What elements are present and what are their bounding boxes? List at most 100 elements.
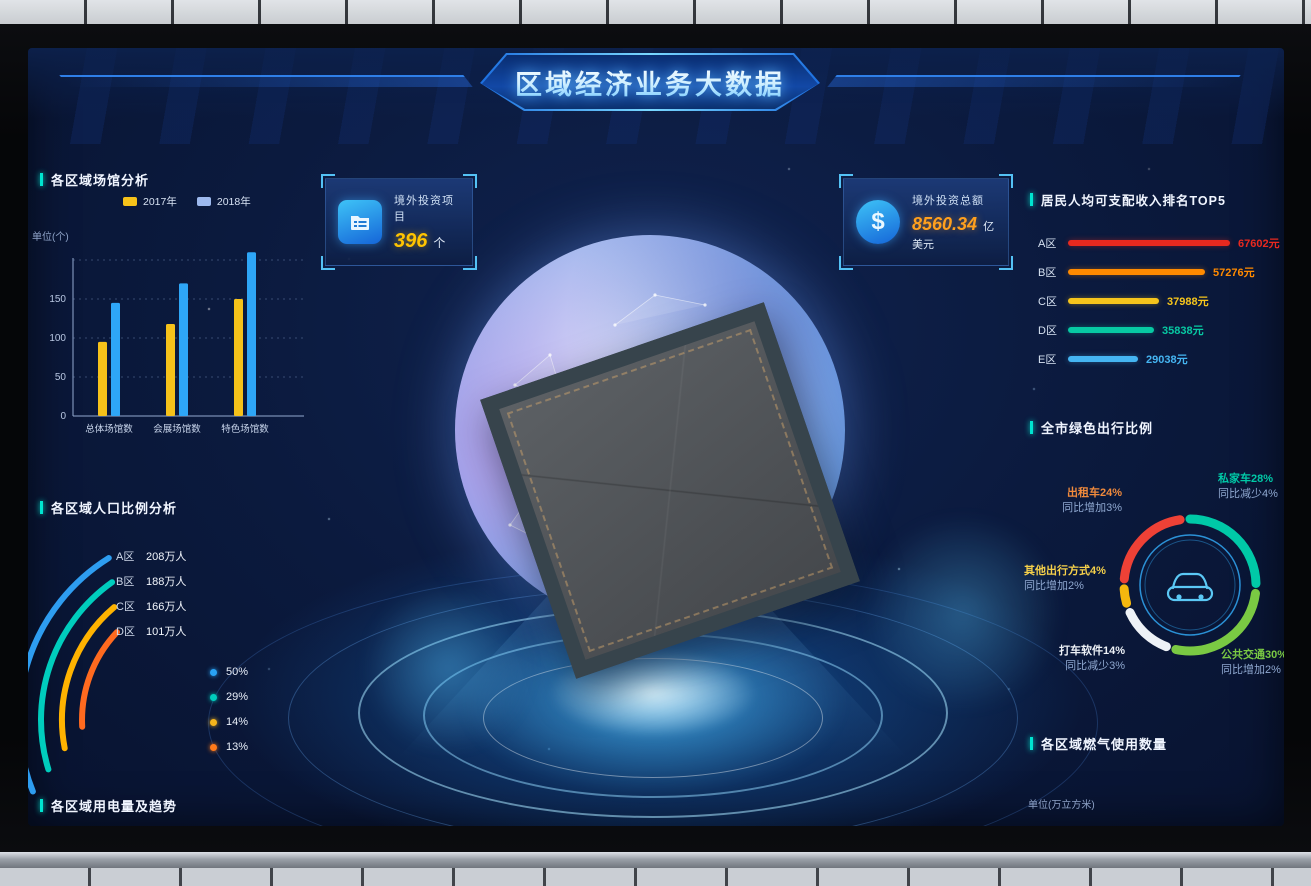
wall-tiles-top (0, 0, 1311, 24)
population-value: 188万人 (146, 576, 187, 588)
title-tick (1030, 421, 1033, 434)
badge-unit: 个 (433, 235, 446, 250)
income-bar (1068, 268, 1205, 275)
population-row: D区 101万人 (116, 623, 186, 648)
shelf-ledge (0, 852, 1311, 868)
population-legend-item: 29% (210, 691, 248, 703)
income-value: 29038元 (1146, 353, 1188, 366)
bar-2018年 (247, 252, 256, 416)
section-title-green-travel: 全市绿色出行比例 (1030, 418, 1153, 437)
population-row: A区 208万人 (116, 548, 186, 573)
section-title-venues: 各区域场馆分析 (40, 170, 149, 189)
donut-slice-打车软件 (1119, 514, 1261, 656)
title-tick (1030, 737, 1033, 750)
y-tick-label: 100 (49, 333, 66, 344)
legend-percent: 50% (226, 666, 249, 678)
population-legend: 50% 29% 14% 13% (210, 666, 248, 766)
title-tick (40, 173, 43, 186)
title-tick (40, 501, 43, 514)
green-label-taxi: 出租车24% 同比增加3% (1062, 487, 1122, 514)
stat-card-overseas-projects: 境外投资项目 396 个 (321, 174, 477, 270)
population-area-label: D区 (116, 626, 135, 638)
donut-slice-其他出行方式 (1119, 514, 1261, 656)
header-wing-left (59, 75, 473, 87)
section-title-power: 各区域用电量及趋势 (40, 796, 177, 815)
legend-swatch (196, 197, 211, 206)
badge-value: 8560.34 (912, 213, 978, 234)
income-area-label: C区 (1038, 295, 1057, 308)
population-legend-item: 14% (210, 716, 248, 728)
population-arc-D区 (79, 629, 120, 730)
dashboard-screen: 区域经济业务大数据 各区域场馆分析 2017年 2018年 单位(个) 0 50 1… (28, 48, 1284, 826)
donut-inner-ring (1144, 539, 1236, 631)
income-area-label: A区 (1038, 237, 1057, 250)
population-rows: A区 208万人 B区 188万人 C区 166万人 D区 101万人 (116, 548, 186, 648)
bracket-corner (839, 174, 853, 188)
legend-item-2018: 2018年 (196, 194, 251, 209)
legend-swatch (123, 197, 137, 206)
section-title-gas: 各区域燃气使用数量 (1030, 734, 1167, 753)
population-row: B区 188万人 (116, 573, 186, 598)
income-bar (1068, 297, 1159, 304)
population-row: C区 166万人 (116, 598, 186, 623)
bar-2017年 (98, 341, 107, 416)
legend-dot (210, 743, 217, 751)
category-label: 特色场馆数 (221, 423, 269, 435)
population-value: 208万人 (146, 551, 187, 563)
title-plate-inner: 区域经济业务大数据 (482, 55, 818, 109)
bracket-corner (463, 174, 477, 188)
donut-slice-公共交通 (1119, 514, 1261, 656)
population-value: 101万人 (146, 626, 187, 638)
population-value: 166万人 (146, 601, 187, 613)
income-area-label: D区 (1038, 324, 1057, 337)
population-area-label: B区 (116, 576, 135, 588)
platform-ring (483, 658, 823, 778)
bracket-corner (999, 174, 1013, 188)
income-row: B区 57276元 (1038, 257, 1284, 286)
bar-2018年 (179, 283, 188, 416)
bracket-corner (463, 256, 477, 270)
legend-dot (210, 668, 217, 676)
income-bar (1068, 326, 1154, 333)
badge-label: 境外投资项目 (394, 194, 454, 223)
legend-dot (210, 718, 217, 726)
gas-unit-label: 单位(万立方米) (1028, 800, 1095, 811)
income-bar-list: A区 67602元 B区 57276元 C区 37988元 D区 35838元 E区 29038元 (1038, 228, 1284, 373)
light-flare (858, 518, 1068, 708)
income-bar (1068, 355, 1138, 362)
donut-slice-私家车 (1119, 514, 1261, 656)
bracket-corner (999, 256, 1013, 270)
dollar-icon: $ (856, 200, 900, 244)
population-arc-B区 (38, 579, 116, 773)
income-bar (1068, 239, 1230, 246)
category-label: 会展场馆数 (153, 423, 201, 435)
green-label-ride-hailing: 打车软件14% 同比减少3% (1058, 645, 1125, 672)
green-travel-donut-chart (1119, 514, 1261, 656)
title-tick (40, 799, 43, 812)
legend-percent: 14% (226, 716, 249, 728)
wall-tiles-bottom (0, 868, 1311, 886)
population-arc-chart (28, 555, 120, 795)
car-icon (1160, 562, 1220, 608)
header-wing-right (827, 75, 1241, 87)
bar-2017年 (234, 299, 243, 416)
legend-dot (210, 693, 217, 701)
legend-percent: 29% (226, 691, 249, 703)
income-row: A区 67602元 (1038, 228, 1284, 257)
y-tick-label: 50 (55, 372, 67, 383)
income-value: 57276元 (1213, 266, 1255, 279)
badge-value: 396 (394, 229, 428, 252)
income-row: C区 37988元 (1038, 286, 1284, 315)
green-label-public-transit: 公共交通30% 同比增加2% (1221, 649, 1284, 676)
y-tick-label: 150 (49, 294, 66, 305)
badge-label: 境外投资总额 (912, 194, 984, 207)
badge-unit: 亿美元 (912, 220, 995, 251)
bracket-corner (321, 174, 335, 188)
section-title-population: 各区域人口比例分析 (40, 498, 177, 517)
income-row: D区 35838元 (1038, 315, 1284, 344)
venues-unit-label: 单位(个) (32, 232, 69, 243)
income-row: E区 29038元 (1038, 344, 1284, 373)
population-area-label: C区 (116, 601, 135, 613)
title-plate: 区域经济业务大数据 (480, 53, 820, 111)
